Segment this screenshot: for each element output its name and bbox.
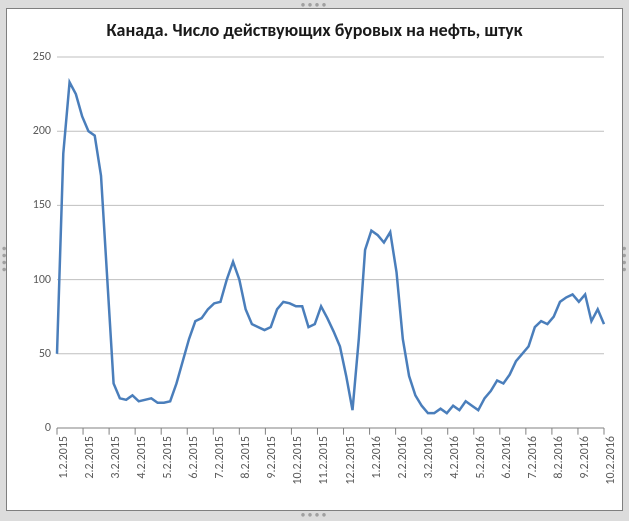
x-tick-label: 2.2.2016	[396, 436, 410, 479]
x-tick-label: 5.2.2016	[474, 436, 488, 479]
y-tick-label: 0	[45, 421, 51, 435]
plot-area: 0501001502002501.2.20152.2.20153.2.20154…	[57, 57, 604, 428]
x-tick-label: 6.2.2016	[500, 436, 514, 479]
x-tick-label: 11.2.2015	[317, 436, 331, 485]
y-tick-label: 100	[33, 273, 51, 287]
x-tick-label: 8.2.2016	[552, 436, 566, 479]
y-tick-label: 50	[39, 347, 51, 361]
y-tick-label: 200	[33, 124, 51, 138]
series-line	[57, 82, 604, 413]
x-tick-label: 6.2.2015	[187, 436, 201, 479]
x-tick-label: 10.2.2015	[291, 436, 305, 485]
chart-svg	[57, 57, 604, 428]
x-tick-label: 1.2.2016	[370, 436, 384, 479]
x-tick-label: 9.2.2016	[578, 436, 592, 479]
x-tick-label: 2.2.2015	[83, 436, 97, 479]
x-tick-label: 9.2.2015	[265, 436, 279, 479]
x-tick-label: 8.2.2015	[239, 436, 253, 479]
x-tick-label: 5.2.2015	[161, 436, 175, 479]
x-tick-label: 10.2.2016	[604, 436, 618, 485]
x-tick-label: 7.2.2015	[213, 436, 227, 479]
x-tick-label: 4.2.2016	[448, 436, 462, 479]
screenshot-frame: •••• •••• •••• •••• Канада. Число действ…	[0, 0, 629, 519]
chart-panel: Канада. Число действующих буровых на неф…	[6, 8, 623, 511]
x-tick-label: 3.2.2016	[422, 436, 436, 479]
x-tick-label: 3.2.2015	[109, 436, 123, 479]
x-tick-label: 7.2.2016	[526, 436, 540, 479]
chart-title: Канада. Число действующих буровых на неф…	[7, 19, 622, 41]
x-tick-label: 4.2.2015	[135, 436, 149, 479]
x-tick-label: 12.2.2015	[344, 436, 358, 485]
y-tick-label: 150	[33, 198, 51, 212]
y-tick-label: 250	[33, 50, 51, 64]
x-tick-label: 1.2.2015	[57, 436, 71, 479]
